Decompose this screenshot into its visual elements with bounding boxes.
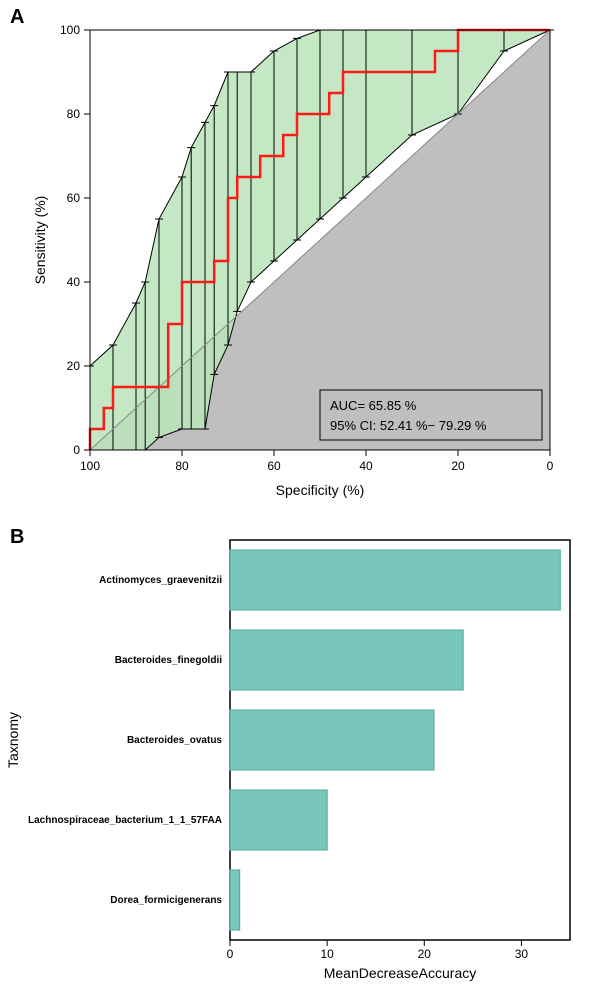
svg-text:60: 60 bbox=[67, 191, 81, 205]
feature-importance-chart: Actinomyces_graevenitzii Bacteroides_fine… bbox=[0, 520, 590, 990]
svg-text:80: 80 bbox=[67, 107, 81, 121]
svg-text:Bacteroides_ovatus: Bacteroides_ovatus bbox=[127, 735, 222, 746]
roc-chart: 0 0 20 20 40 40 60 60 80 80 100 100 Specificity (%) S… bbox=[0, 0, 590, 520]
svg-text:100: 100 bbox=[80, 459, 100, 473]
panel-a: A 0 0 20 20 40 40 60 60 80 80 100 100 Specificity (%… bbox=[0, 0, 590, 520]
svg-text:0: 0 bbox=[547, 459, 554, 473]
svg-text:0: 0 bbox=[227, 947, 234, 961]
panel-b-label: B bbox=[10, 526, 24, 549]
svg-text:20: 20 bbox=[418, 947, 432, 961]
svg-text:20: 20 bbox=[451, 459, 465, 473]
svg-text:Bacteroides_finegoldii: Bacteroides_finegoldii bbox=[115, 655, 222, 666]
svg-text:MeanDecreaseAccuracy: MeanDecreaseAccuracy bbox=[324, 965, 477, 981]
svg-text:0: 0 bbox=[73, 443, 80, 457]
svg-text:Actinomyces_graevenitzii: Actinomyces_graevenitzii bbox=[99, 575, 222, 586]
panel-a-label: A bbox=[10, 6, 24, 29]
svg-text:Dorea_formicigenerans: Dorea_formicigenerans bbox=[110, 895, 222, 906]
panel-b: B Actinomyces_graevenitzii Bacteroides_fi… bbox=[0, 520, 590, 990]
svg-text:40: 40 bbox=[67, 275, 81, 289]
svg-text:Specificity (%): Specificity (%) bbox=[276, 482, 365, 498]
svg-text:95% CI: 52.41 %− 79.29 %: 95% CI: 52.41 %− 79.29 % bbox=[330, 418, 487, 433]
svg-text:20: 20 bbox=[67, 359, 81, 373]
svg-text:30: 30 bbox=[515, 947, 529, 961]
svg-text:40: 40 bbox=[359, 459, 373, 473]
svg-text:60: 60 bbox=[267, 459, 281, 473]
svg-text:80: 80 bbox=[175, 459, 189, 473]
svg-text:10: 10 bbox=[320, 947, 334, 961]
svg-text:Sensitivity (%): Sensitivity (%) bbox=[32, 196, 48, 285]
svg-text:Taxnomy: Taxnomy bbox=[5, 712, 21, 768]
svg-text:100: 100 bbox=[60, 23, 80, 37]
svg-text:Lachnospiraceae_bacterium_1_1_: Lachnospiraceae_bacterium_1_1_57FAA bbox=[28, 815, 222, 826]
svg-text:AUC= 65.85 %: AUC= 65.85 % bbox=[330, 398, 417, 413]
